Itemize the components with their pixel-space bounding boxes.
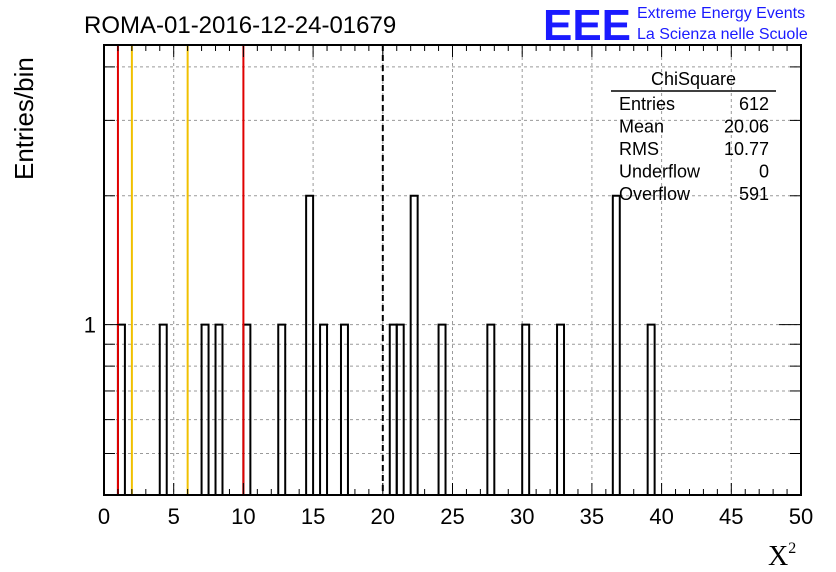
- histogram-bin: [242, 323, 252, 495]
- histogram-bin: [116, 323, 126, 495]
- x-tick-label: 20: [371, 504, 395, 529]
- x-tick-label: 40: [649, 504, 673, 529]
- x-axis-label: X2: [768, 540, 796, 572]
- stats-box-title: ChiSquare: [651, 69, 736, 89]
- stats-row-value: 0: [759, 162, 769, 182]
- chart-title: ROMA-01-2016-12-24-01679: [84, 12, 396, 39]
- stats-row-label: Overflow: [619, 184, 691, 204]
- stats-row-value: 612: [739, 94, 769, 114]
- histogram-bin: [409, 194, 419, 495]
- histogram-bin: [319, 323, 329, 495]
- x-tick-label: 35: [580, 504, 604, 529]
- histogram-bin: [556, 323, 566, 495]
- stats-row-label: RMS: [619, 139, 659, 159]
- x-tick-label: 50: [789, 504, 813, 529]
- logo-acronym: EEE: [543, 1, 631, 50]
- stats-row-value: 10.77: [724, 139, 769, 159]
- histogram-bin: [305, 194, 315, 495]
- x-axis-label-base: X: [768, 541, 788, 572]
- y-tick-label: 1: [84, 313, 96, 338]
- stats-row-label: Mean: [619, 117, 664, 137]
- histogram-bin: [214, 323, 224, 495]
- eee-logo: EEE Extreme Energy Events La Scienza nel…: [543, 1, 808, 50]
- stats-row-label: Entries: [619, 94, 675, 114]
- x-axis-label-superscript: 2: [788, 540, 796, 557]
- x-tick-label: 25: [440, 504, 464, 529]
- y-axis-label: Entries/bin: [9, 57, 39, 180]
- logo-line-1: Extreme Energy Events: [637, 5, 805, 22]
- x-tick-label: 15: [301, 504, 325, 529]
- stats-row-value: 591: [739, 184, 769, 204]
- x-tick-label: 45: [719, 504, 743, 529]
- stats-row-value: 20.06: [724, 117, 769, 137]
- histogram-bin: [521, 323, 531, 495]
- histogram-bin: [437, 323, 447, 495]
- histogram-bin: [388, 323, 398, 495]
- histogram-bin: [486, 323, 496, 495]
- histogram-bin: [200, 323, 210, 495]
- histogram-bin: [395, 323, 405, 495]
- x-tick-label: 0: [98, 504, 110, 529]
- x-tick-label: 30: [510, 504, 534, 529]
- histogram-bin: [277, 323, 287, 495]
- histogram-bin: [158, 323, 168, 495]
- histogram-bin: [646, 323, 656, 495]
- stats-row-label: Underflow: [619, 162, 701, 182]
- histogram-bin: [611, 194, 621, 495]
- logo-line-2: La Scienza nelle Scuole: [637, 26, 808, 43]
- histogram-bin: [339, 323, 349, 495]
- x-tick-label: 5: [168, 504, 180, 529]
- x-tick-label: 10: [231, 504, 255, 529]
